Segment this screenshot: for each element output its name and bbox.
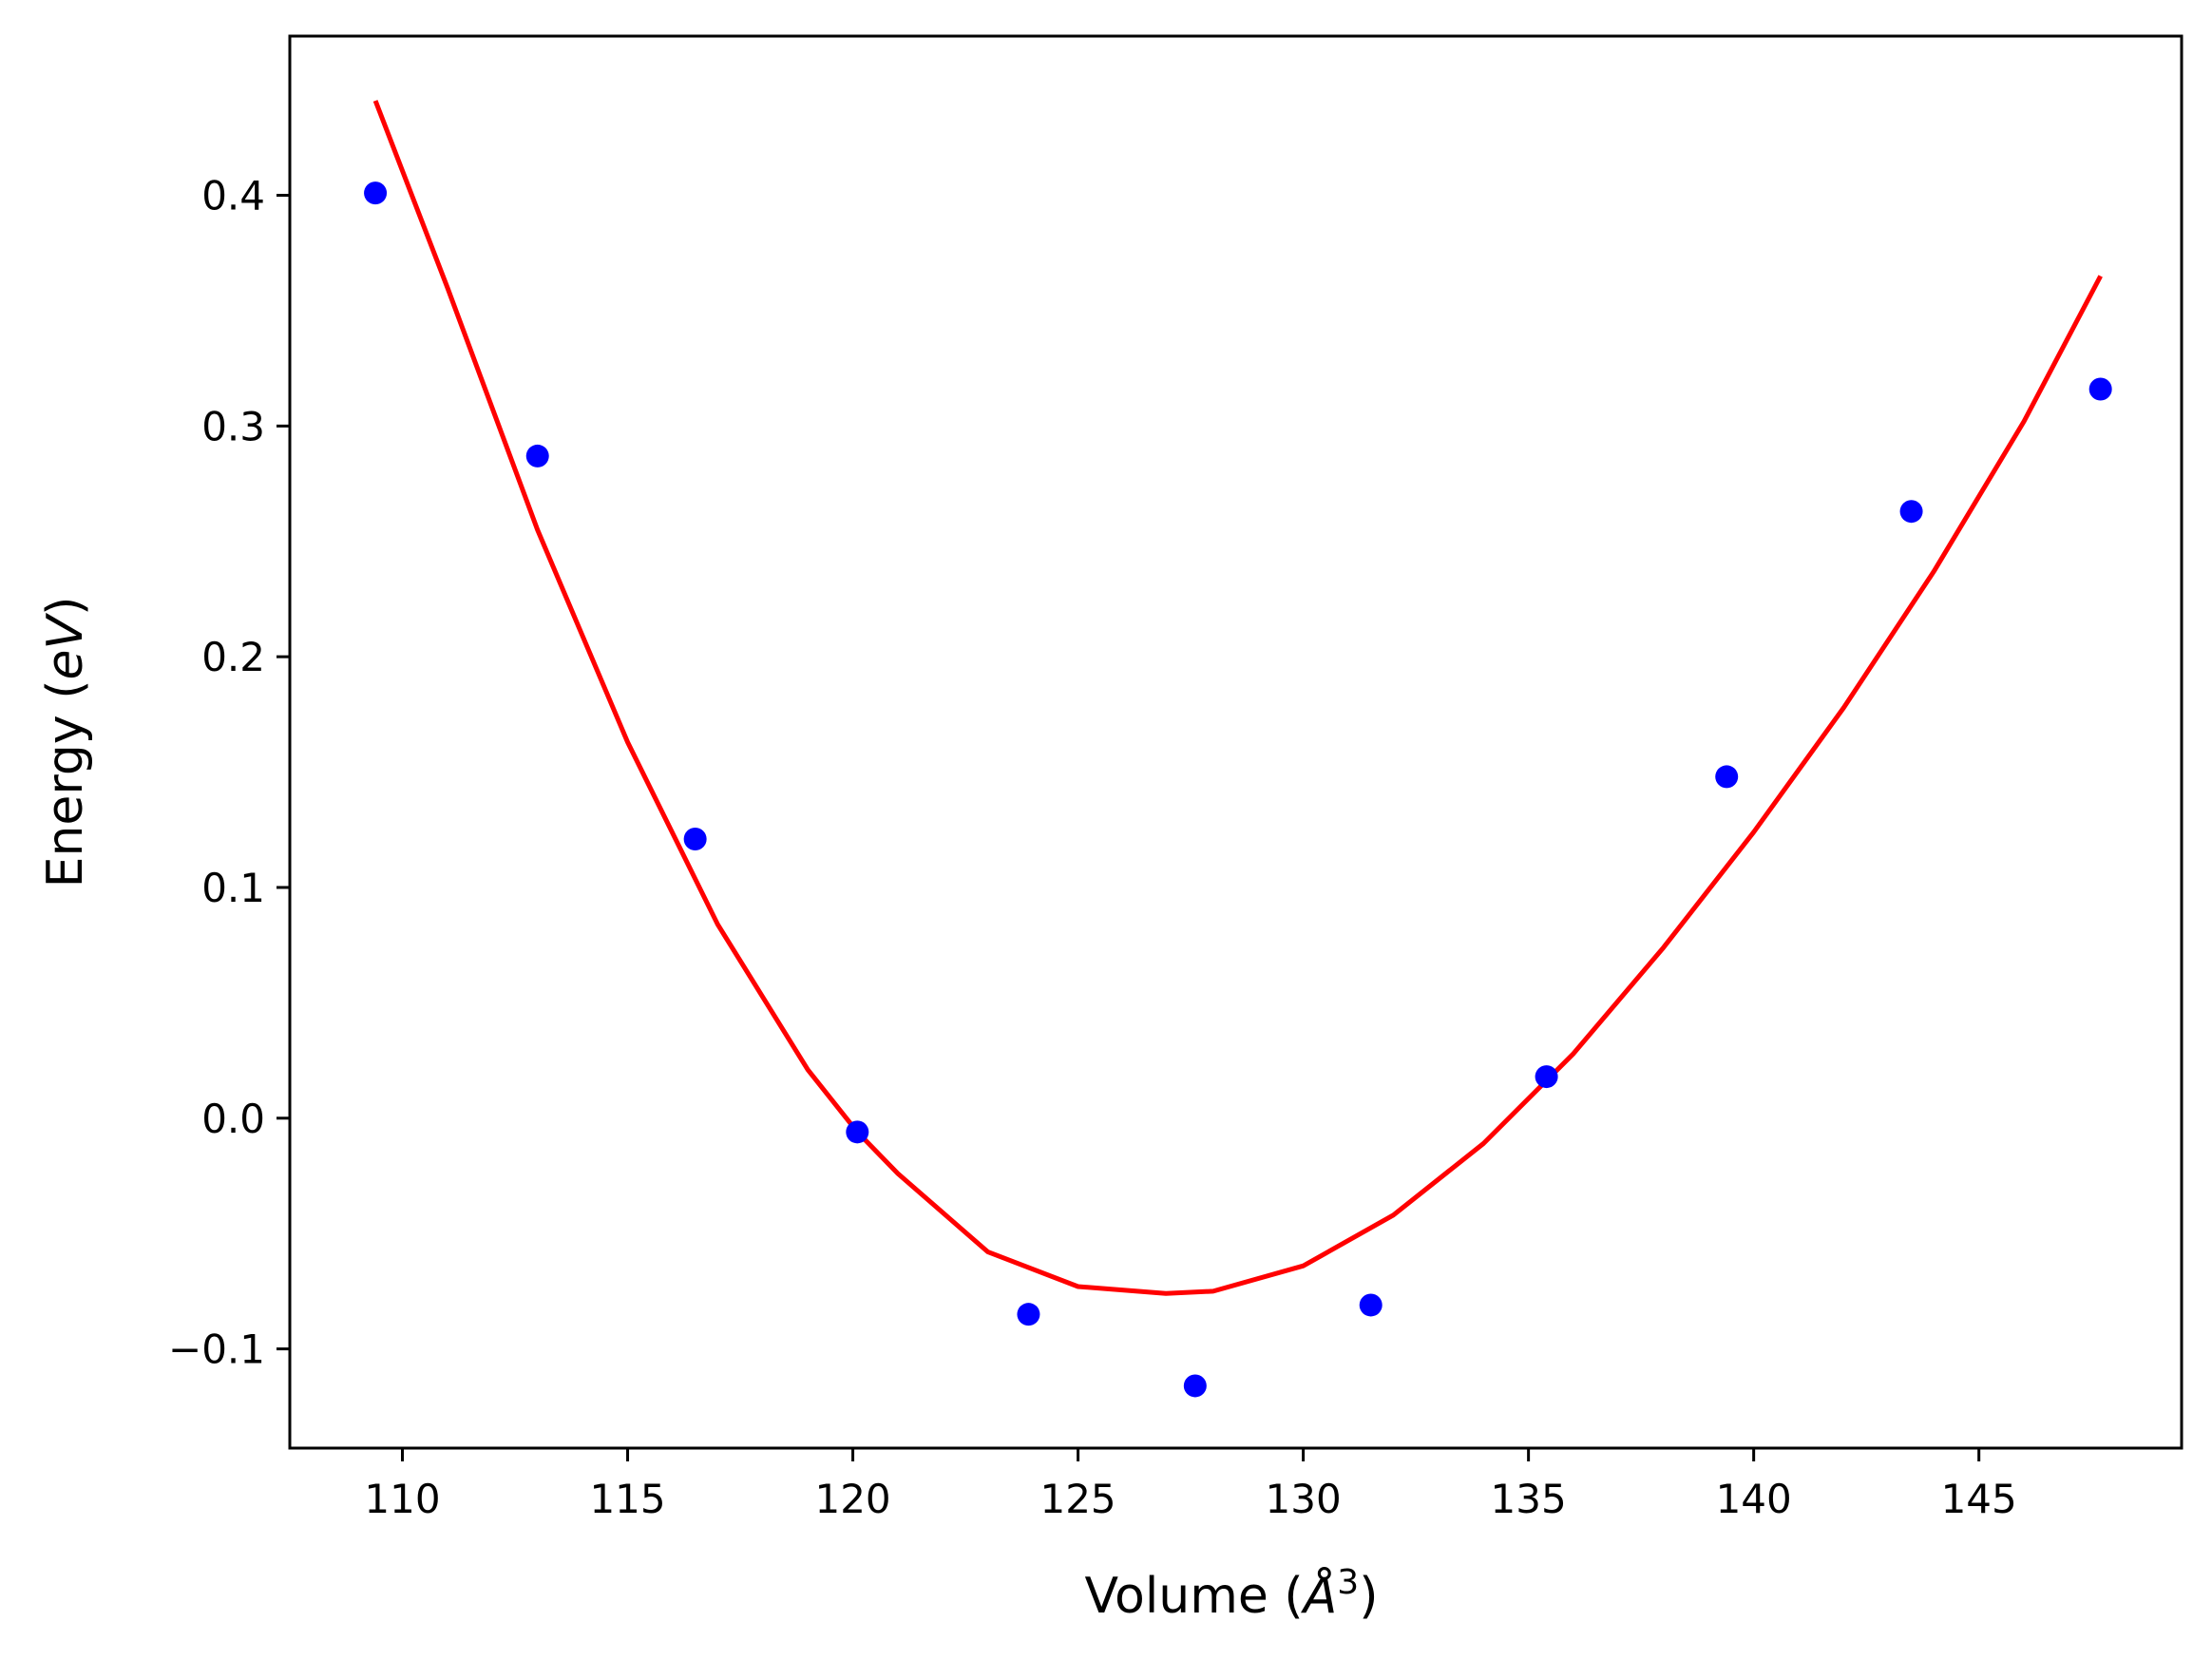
y-axis-label-symbol: eV <box>37 613 94 680</box>
y-axis-label: Energy (eV) <box>37 597 94 888</box>
y-tick-label: 0.0 <box>201 1096 265 1142</box>
plot-area <box>364 100 2112 1398</box>
x-tick-label: 125 <box>1039 1476 1116 1522</box>
data-point <box>525 444 549 467</box>
y-tick-label: 0.4 <box>201 173 265 219</box>
y-axis-label-prefix: Energy ( <box>37 680 94 888</box>
y-tick-label: 0.1 <box>201 865 265 911</box>
data-point <box>2088 377 2112 401</box>
fit-curve <box>372 100 2103 1296</box>
data-point <box>1535 1065 1558 1089</box>
x-axis-label-suffix: ) <box>1359 1568 1378 1625</box>
x-tick-label: 140 <box>1716 1476 1792 1522</box>
x-tick-label: 115 <box>589 1476 665 1522</box>
data-point <box>1715 765 1739 789</box>
x-tick-label: 120 <box>814 1476 890 1522</box>
data-point <box>846 1120 869 1144</box>
y-tick-label: −0.1 <box>168 1326 265 1373</box>
plot-frame <box>288 34 2183 1450</box>
data-point <box>1899 500 1923 524</box>
y-tick-label: 0.3 <box>201 403 265 449</box>
data-point <box>683 827 707 850</box>
x-tick-label: 110 <box>364 1476 440 1522</box>
data-point <box>1017 1303 1040 1326</box>
data-point <box>1183 1374 1207 1398</box>
data-point <box>1359 1293 1382 1317</box>
data-point <box>364 181 388 205</box>
y-axis-label-suffix: ) <box>37 597 94 616</box>
x-axis-label-prefix: Volume ( <box>1085 1568 1304 1625</box>
y-axis: −0.1 0.0 0.1 0.2 0.3 0.4 <box>168 173 290 1373</box>
x-tick-label: 145 <box>1941 1476 2017 1522</box>
x-tick-label: 135 <box>1491 1476 1567 1522</box>
y-tick-label: 0.2 <box>201 634 265 680</box>
x-tick-label: 130 <box>1266 1476 1342 1522</box>
x-axis-label-sup: 3 <box>1337 1563 1359 1602</box>
x-axis-label: Volume (Å3) <box>1085 1563 1379 1625</box>
x-axis: 110 115 120 125 130 135 140 145 <box>364 1448 2017 1522</box>
x-axis-label-symbol: Å <box>1301 1566 1338 1625</box>
